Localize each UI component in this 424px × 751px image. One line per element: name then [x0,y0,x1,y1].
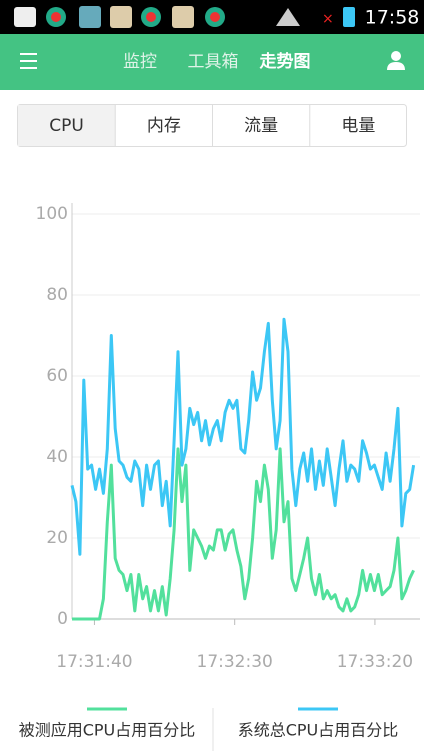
segment-tab[interactable]: CPU [49,116,84,136]
notification-icons: × [14,6,355,28]
y-tick-label: 0 [57,609,68,629]
header-tab[interactable]: 监控 [123,52,157,72]
data-line [72,447,415,621]
menu-button[interactable] [20,53,37,69]
segment-tab[interactable]: 内存 [147,116,181,136]
user-button[interactable] [387,51,405,70]
x-tick-label: 17:33:20 [337,652,413,672]
data-line [70,317,416,556]
y-tick-label: 100 [36,204,68,224]
segment-tab[interactable]: 流量 [244,116,278,136]
y-tick-label: 60 [46,366,68,386]
clock: 17:58 [365,7,420,29]
y-tick-label: 80 [46,285,68,305]
legend-label: 系统总CPU占用百分比 [238,721,399,740]
x-tick-label: 17:32:30 [197,652,273,672]
header-tab[interactable]: 工具箱 [188,52,239,72]
segment-tab[interactable]: 电量 [341,116,375,136]
svg-text:×: × [322,11,334,27]
legend-label: 被测应用CPU占用百分比 [19,721,196,740]
x-tick-label: 17:31:40 [56,652,132,672]
y-tick-label: 40 [46,447,68,467]
segment-tab-bg [18,105,116,146]
header-tab[interactable]: 走势图 [260,51,311,72]
y-tick-label: 20 [46,528,68,548]
app-header [0,34,424,90]
